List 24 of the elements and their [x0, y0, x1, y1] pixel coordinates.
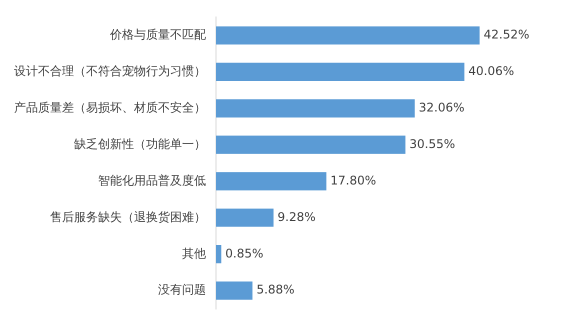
y-tick-label: 价格与质量不匹配 [109, 28, 206, 42]
bar [216, 99, 415, 118]
data-label: 17.80% [330, 173, 376, 188]
bar [216, 136, 406, 154]
y-tick-label: 产品质量差（易损坏、材质不安全） [14, 100, 206, 114]
y-tick-label: 设计不合理（不符合宠物行为习惯） [14, 64, 206, 78]
y-tick-label: 缺乏创新性（功能单一） [74, 136, 206, 151]
bar [216, 208, 274, 227]
data-label: 42.52% [484, 28, 530, 42]
data-label: 30.55% [409, 136, 456, 151]
bar [216, 281, 252, 300]
y-tick-label: 其他 [182, 246, 206, 260]
data-label: 40.06% [468, 64, 514, 78]
bar [216, 245, 222, 264]
bar [216, 62, 464, 81]
bar [216, 26, 480, 45]
y-tick-label: 售后服务缺失（退换货困难） [50, 210, 206, 224]
data-label: 32.06% [418, 100, 465, 114]
data-label: 0.85% [225, 246, 264, 260]
data-label: 9.28% [278, 210, 316, 224]
bar [216, 172, 326, 190]
y-tick-label: 没有问题 [158, 282, 206, 297]
y-tick-label: 智能化用品普及度低 [98, 173, 206, 188]
data-label: 5.88% [256, 282, 295, 297]
